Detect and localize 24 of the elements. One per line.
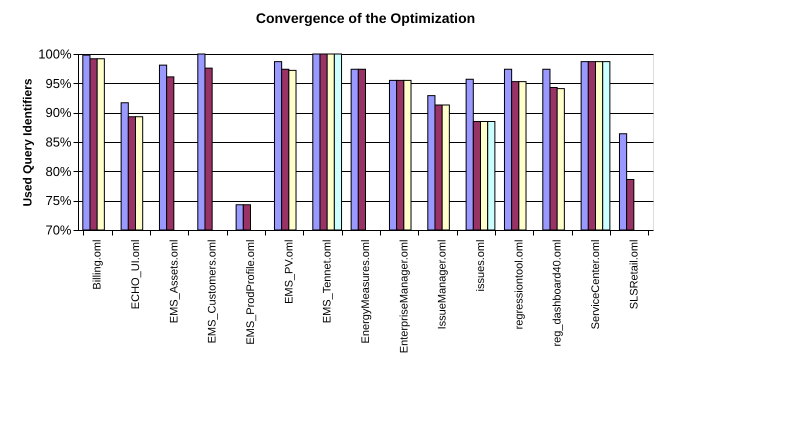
x-tick-label: EMS_Customers.oml (206, 240, 219, 344)
y-tick-label: 75% (45, 193, 72, 208)
x-tick-label: IssueManager.oml (436, 240, 449, 330)
y-tick-label: 70% (45, 222, 72, 238)
x-tick-label: SLSRetail.oml (628, 240, 640, 310)
chart-title: Convergence of the Optimization (256, 10, 476, 26)
x-tick-label: reg_dashboard40.oml (552, 240, 564, 347)
y-tick-label: 80% (45, 164, 72, 179)
y-tick-label: 95% (45, 76, 72, 91)
x-tick-label: EMS_Assets.oml (168, 240, 180, 324)
y-tick-label: 100% (38, 46, 72, 62)
x-tick-label: regressiontool.oml (513, 240, 526, 330)
y-tick-label: 90% (45, 105, 72, 120)
x-tick-label: ServiceCenter.oml (590, 240, 602, 330)
x-tick-label: Billing.oml (92, 240, 104, 290)
y-axis-title: Used Query Identifiers (20, 78, 34, 207)
x-tick-label: EMS_PV.oml (283, 240, 296, 304)
x-tick-label: ECHO_UI.oml (130, 240, 142, 310)
x-tick-label: EMS_ProdProfile.oml (245, 240, 257, 345)
y-tick-label: 85% (45, 134, 72, 150)
x-tick-label: EnterpriseManager.oml (398, 240, 410, 354)
x-tick-label: EnergyMeasures.oml (360, 240, 372, 344)
x-tick-label: issues.oml (475, 240, 487, 292)
x-tick-label: EMS_Tennet.oml (322, 240, 334, 324)
